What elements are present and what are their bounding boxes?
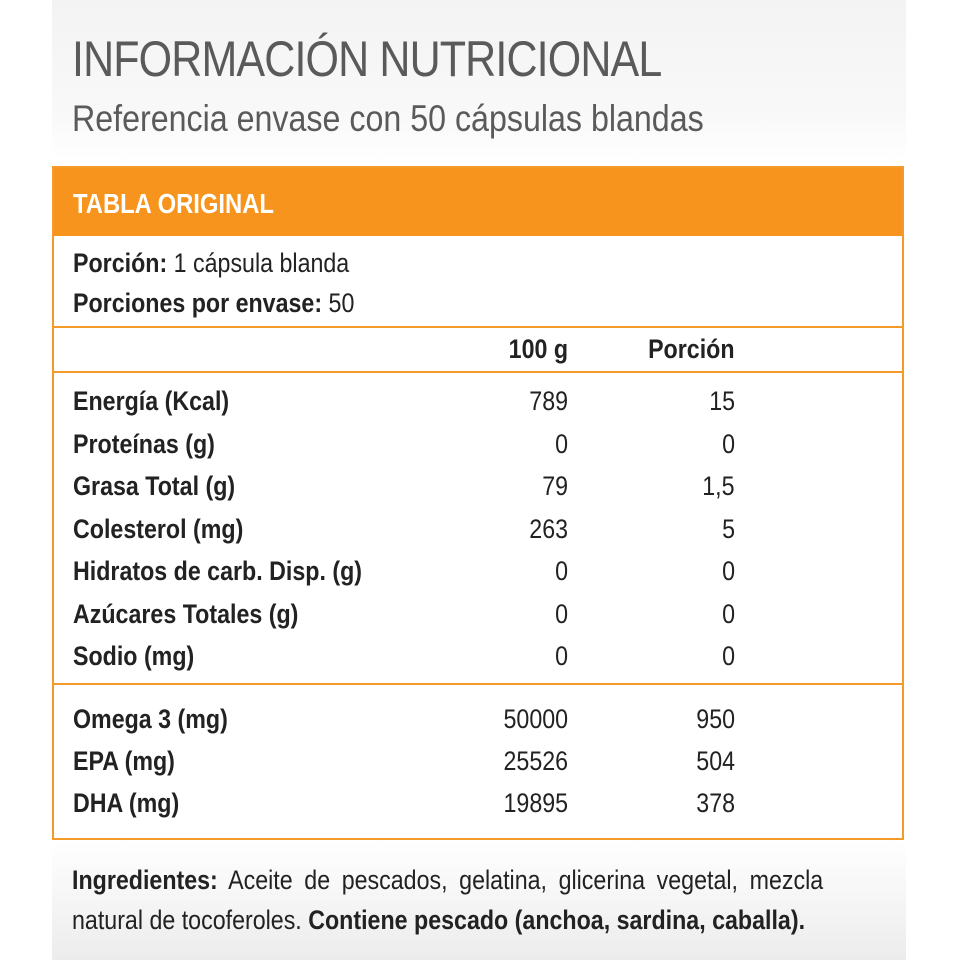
- value-per-100g: 25526: [503, 746, 568, 776]
- value-per-portion: 504: [696, 746, 735, 776]
- portion-label: Porción:: [73, 248, 168, 278]
- contains-allergens: Contiene pescado (anchoa, sardina, cabal…: [308, 905, 806, 935]
- nutrition-table: TABLA ORIGINAL Porción: 1 cápsula blanda…: [52, 166, 904, 840]
- value-per-portion: 0: [722, 598, 735, 629]
- value-per-portion: 0: [722, 556, 735, 586]
- servings-label: Porciones por envase:: [73, 288, 323, 318]
- table-row: DHA (mg) 19895 378: [54, 788, 902, 828]
- nutrient-name: Azúcares Totales (g): [73, 598, 299, 629]
- ingredients-text-2: natural de tocoferoles.: [72, 905, 302, 935]
- portion-line: Porción: 1 cápsula blanda: [73, 248, 349, 279]
- value-per-100g: 19895: [503, 788, 568, 818]
- portion-value: 1 cápsula blanda: [173, 248, 350, 278]
- table-row: Colesterol (mg) 263 5: [54, 514, 902, 554]
- table-row: Omega 3 (mg) 50000 950: [54, 704, 902, 744]
- nutrient-name: DHA (mg): [73, 788, 180, 818]
- table-row: Sodio (mg) 0 0: [54, 641, 902, 681]
- value-per-100g: 79: [542, 471, 568, 501]
- ingredients-block: Ingredientes: Aceite de pescados, gelati…: [72, 860, 887, 940]
- nutrient-name: Proteínas (g): [73, 428, 215, 459]
- value-per-portion: 378: [696, 788, 735, 818]
- column-header-portion: Porción: [648, 334, 735, 364]
- nutrient-name: Grasa Total (g): [73, 471, 236, 501]
- value-per-100g: 0: [555, 428, 568, 459]
- table-row: EPA (mg) 25526 504: [54, 746, 902, 786]
- divider: [54, 371, 902, 373]
- table-row: Energía (Kcal) 789 15: [54, 386, 902, 426]
- nutrient-name: Colesterol (mg): [73, 513, 244, 544]
- value-per-100g: 789: [529, 386, 568, 416]
- ingredients-line-2: natural de tocoferoles. Contiene pescado…: [72, 900, 805, 940]
- value-per-portion: 1,5: [702, 471, 735, 501]
- page-title: INFORMACIÓN NUTRICIONAL: [72, 31, 662, 87]
- value-per-100g: 0: [555, 598, 568, 629]
- nutrient-name: EPA (mg): [73, 746, 175, 776]
- divider: [54, 326, 902, 328]
- nutrient-name: Hidratos de carb. Disp. (g): [73, 556, 363, 586]
- value-per-portion: 15: [709, 386, 735, 416]
- divider: [54, 683, 902, 685]
- nutrient-name: Energía (Kcal): [73, 386, 230, 416]
- value-per-100g: 50000: [503, 704, 568, 734]
- ingredients-line-1: Ingredientes: Aceite de pescados, gelati…: [72, 860, 823, 900]
- servings-value: 50: [328, 288, 355, 318]
- table-row: Azúcares Totales (g) 0 0: [54, 599, 902, 639]
- table-row: Proteínas (g) 0 0: [54, 429, 902, 469]
- ingredients-text-1: Aceite de pescados, gelatina, glicerina …: [228, 865, 824, 895]
- value-per-100g: 0: [555, 641, 568, 671]
- value-per-100g: 263: [529, 513, 568, 544]
- table-row: Grasa Total (g) 79 1,5: [54, 471, 902, 511]
- value-per-portion: 5: [722, 513, 735, 544]
- nutrient-name: Sodio (mg): [73, 641, 195, 671]
- ingredients-label: Ingredientes:: [72, 865, 218, 895]
- value-per-portion: 950: [696, 704, 735, 734]
- value-per-portion: 0: [722, 641, 735, 671]
- table-header-band: TABLA ORIGINAL: [54, 168, 902, 236]
- servings-line: Porciones por envase: 50: [73, 288, 354, 319]
- table-header-label: TABLA ORIGINAL: [73, 188, 274, 219]
- value-per-100g: 0: [555, 556, 568, 586]
- column-header-100g: 100 g: [508, 334, 568, 364]
- value-per-portion: 0: [722, 428, 735, 459]
- page-subtitle: Referencia envase con 50 cápsulas blanda…: [72, 98, 704, 139]
- nutrient-name: Omega 3 (mg): [73, 704, 228, 734]
- table-row: Hidratos de carb. Disp. (g) 0 0: [54, 556, 902, 596]
